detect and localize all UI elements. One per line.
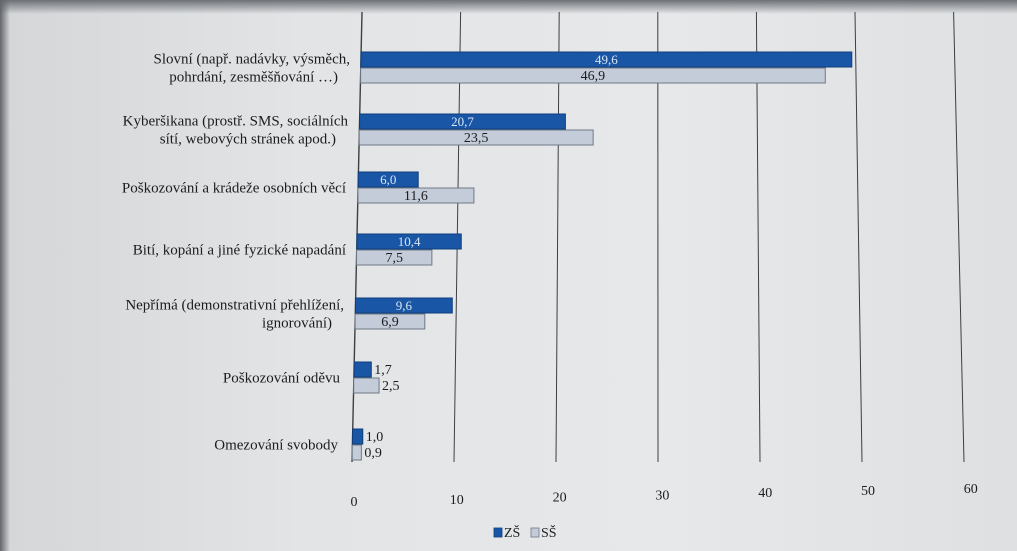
data-label-ss: 23,5: [464, 131, 489, 146]
data-label-zs: 20,7: [451, 114, 474, 129]
bar-zs: [353, 361, 372, 378]
bar-ss: [360, 67, 826, 84]
category-label: Nepřímá (demonstrativní přehlížení,: [125, 298, 344, 314]
gridline-20: [555, 11, 560, 463]
x-tick-label-20: 20: [553, 491, 567, 506]
data-label-ss: 6,9: [381, 315, 399, 330]
category-label: Poškozování oděvu: [223, 371, 341, 387]
category-label: pohrdání, zesměšňování …): [169, 70, 338, 86]
category-label: ignorování): [262, 316, 332, 332]
gridline-50: [854, 11, 863, 463]
bar-zs: [352, 428, 364, 445]
x-tick-label-60: 60: [964, 482, 978, 497]
legend-swatch-zs: [493, 527, 503, 538]
bar-zs: [357, 171, 419, 188]
x-tick-label-50: 50: [861, 484, 875, 499]
bar-zs: [354, 297, 453, 314]
legend-swatch-ss: [530, 527, 540, 538]
data-label-zs: 6,0: [380, 172, 396, 187]
bar-ss: [353, 377, 380, 394]
category-label: sítí, webových stránek apod.): [160, 132, 336, 148]
x-tick-label-40: 40: [758, 486, 772, 501]
gridline-60: [953, 11, 965, 463]
data-label-zs: 1,0: [366, 430, 384, 445]
category-label: Omezování svobody: [214, 438, 338, 454]
legend-label-ss: SŠ: [541, 524, 557, 541]
category-label: Slovní (např. nadávky, výsměch,: [154, 52, 351, 68]
bar-ss: [351, 444, 362, 461]
bar-zs: [359, 113, 566, 130]
data-label-ss: 11,6: [404, 189, 428, 204]
data-label-ss: 2,5: [382, 379, 400, 394]
bar-ss: [358, 129, 594, 146]
data-label-ss: 0,9: [364, 446, 382, 461]
data-label-ss: 46,9: [581, 69, 606, 84]
legend-label-zs: ZŠ: [504, 524, 520, 541]
data-label-zs: 49,6: [595, 52, 618, 67]
x-tick-label-0: 0: [351, 495, 358, 510]
category-label: Bití, kopání a jiné fyzické napadání: [133, 243, 346, 259]
bar-ss: [356, 249, 433, 266]
bar-ss: [354, 313, 426, 330]
gridline-40: [755, 11, 761, 463]
x-tick-label-30: 30: [655, 488, 669, 503]
data-label-zs: 1,7: [374, 363, 392, 378]
data-label-zs: 9,6: [396, 298, 413, 313]
data-label-zs: 10,4: [398, 234, 421, 249]
bar-zs: [356, 233, 462, 250]
bar-zs: [360, 51, 853, 68]
x-tick-label-10: 10: [450, 493, 464, 508]
category-label: Kyberšikana (prostř. SMS, sociálních: [123, 114, 349, 130]
bar-ss: [357, 187, 475, 204]
data-label-ss: 7,5: [385, 251, 403, 266]
category-label: Poškozování a krádeže osobních věcí: [122, 181, 346, 197]
